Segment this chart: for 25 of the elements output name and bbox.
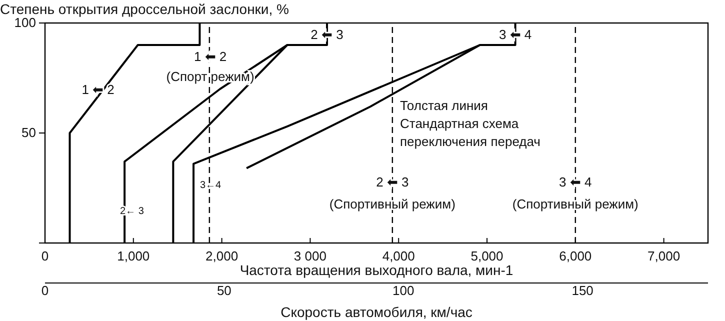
x-tick-label: 6,000 — [559, 248, 592, 264]
annotation: 3 ⬅ 4 — [559, 174, 592, 190]
x2-tick-label: 0 — [41, 283, 49, 298]
x-tick-label: 7,000 — [648, 248, 680, 264]
x-tick-label: 0 — [41, 248, 49, 264]
annotation: Толстая линия — [400, 98, 488, 113]
annotation: 3←4 — [200, 180, 222, 191]
x-tick-label: 5,000 — [470, 248, 504, 264]
annotation: (Спортивный режим) — [512, 196, 638, 212]
x-tick-label: 1,000 — [117, 248, 150, 264]
annotation: 1 ⬅ 2 — [82, 82, 114, 97]
y-axis-title: Степень открытия дроссельной заслонки, % — [0, 1, 289, 17]
x-tick-label: 2,000 — [206, 248, 238, 264]
x-tick-label: 3 000 — [294, 248, 326, 264]
x-tick-label: 4,000 — [382, 248, 415, 264]
annotation: переключения передач — [400, 134, 540, 149]
x2-tick-label: 100 — [392, 283, 414, 298]
x2-tick-label: 150 — [572, 283, 594, 298]
annotation: Стандартная схема — [400, 116, 520, 131]
annotation: (Спортивный режим) — [329, 196, 456, 212]
x2-axis-title: Скорость автомобиля, км/час — [280, 304, 472, 320]
annotation: 1 ⬅ 2 — [194, 49, 227, 64]
x2-tick-label: 50 — [216, 283, 232, 298]
annotation: 2 ⬅ 3 — [376, 174, 409, 190]
x-axis-title: Частота вращения выходного вала, мин-1 — [240, 262, 514, 278]
